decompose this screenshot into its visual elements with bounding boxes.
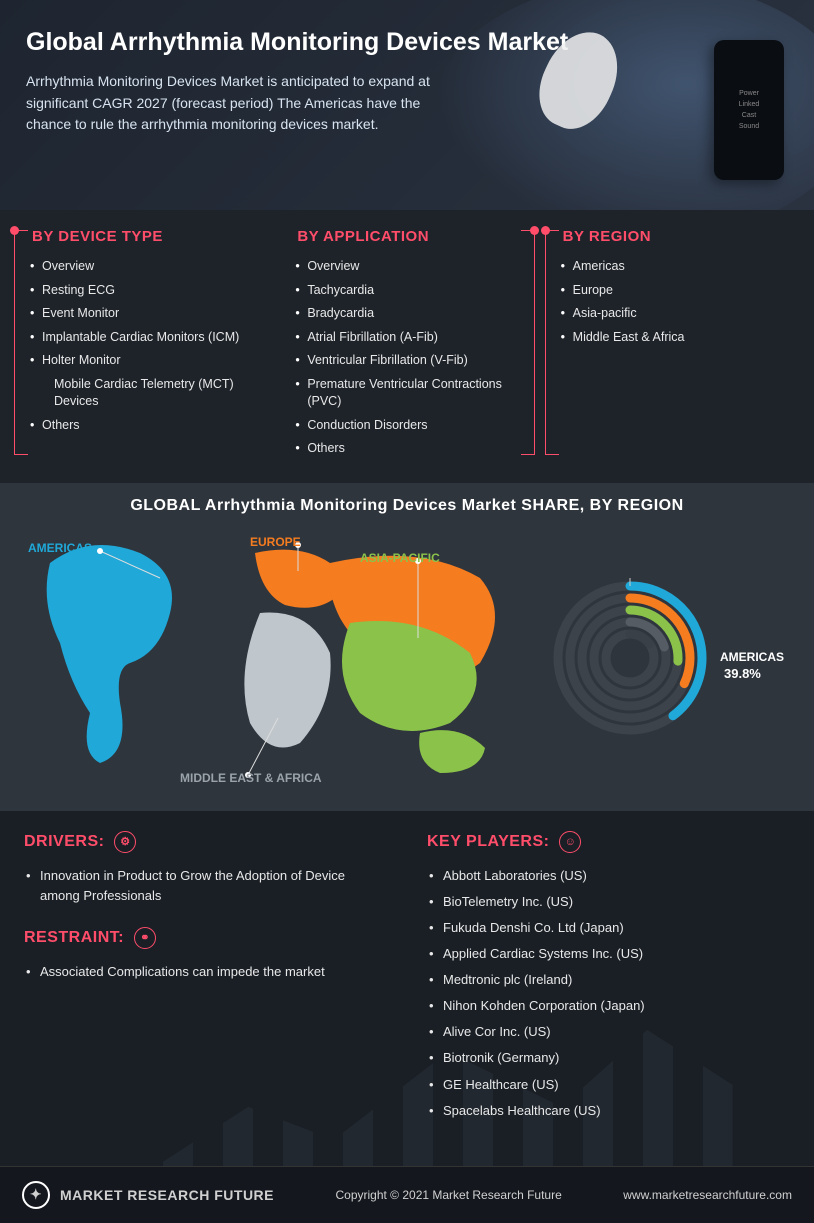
segment-list: OverviewTachycardiaBradycardiaAtrial Fib… [293, 255, 520, 461]
donut-leading-region: AMERICAS [720, 650, 784, 664]
device-label: Power [739, 90, 759, 97]
key-players-list: Abbott Laboratories (US)BioTelemetry Inc… [427, 863, 790, 1124]
drivers-title-text: DRIVERS: [24, 833, 104, 851]
person-icon: ☺ [559, 831, 581, 853]
footer-copyright: Copyright © 2021 Market Research Future [335, 1188, 561, 1202]
segment-block: BY DEVICE TYPE OverviewResting ECGEvent … [14, 228, 269, 461]
drivers-list: Innovation in Product to Grow the Adopti… [24, 863, 387, 909]
gear-icon: ⚙ [114, 831, 136, 853]
key-players-heading: KEY PLAYERS: ☺ [427, 831, 790, 853]
segment-item: Overview [28, 255, 255, 279]
world-map: AMERICAS EUROPE ASIA-PACIFIC MIDDLE EAST & … [20, 523, 520, 793]
key-players-col: KEY PLAYERS: ☺ Abbott Laboratories (US)B… [427, 831, 790, 1142]
list-item: Biotronik (Germany) [427, 1045, 790, 1071]
segment-block: BY APPLICATION OverviewTachycardiaBradyc… [279, 228, 534, 461]
page-subtitle: Arrhythmia Monitoring Devices Market is … [26, 71, 466, 136]
segment-item: Americas [559, 255, 786, 279]
list-item: Spacelabs Healthcare (US) [427, 1098, 790, 1124]
segment-item: Middle East & Africa [559, 326, 786, 350]
list-item: Applied Cardiac Systems Inc. (US) [427, 941, 790, 967]
segment-item: Overview [293, 255, 520, 279]
list-item: GE Healthcare (US) [427, 1072, 790, 1098]
segment-item: Bradycardia [293, 302, 520, 326]
drivers-restraint-col: DRIVERS: ⚙ Innovation in Product to Grow… [24, 831, 387, 1142]
restraint-title-text: RESTRAINT: [24, 929, 124, 947]
list-item: Associated Complications can impede the … [24, 959, 387, 985]
segment-item: Implantable Cardiac Monitors (ICM) [28, 326, 255, 350]
map-section: GLOBAL Arrhythmia Monitoring Devices Mar… [0, 483, 814, 811]
key-players-title-text: KEY PLAYERS: [427, 833, 549, 851]
segment-title: BY REGION [559, 228, 786, 245]
logo-icon: ✦ [22, 1181, 50, 1209]
segment-item: Resting ECG [28, 279, 255, 303]
footer-brand-text: MARKET RESEARCH FUTURE [60, 1187, 274, 1203]
page-title: Global Arrhythmia Monitoring Devices Mar… [26, 28, 788, 57]
map-title: GLOBAL Arrhythmia Monitoring Devices Mar… [20, 497, 794, 515]
region-label: EUROPE [250, 535, 301, 549]
segment-item: Premature Ventricular Contractions (PVC) [293, 373, 520, 414]
segment-list: AmericasEuropeAsia-pacificMiddle East & … [559, 255, 786, 349]
list-item: Innovation in Product to Grow the Adopti… [24, 863, 387, 909]
device-label: Cast [742, 112, 756, 119]
header: Global Arrhythmia Monitoring Devices Mar… [0, 0, 814, 210]
drivers-heading: DRIVERS: ⚙ [24, 831, 387, 853]
list-item: Fukuda Denshi Co. Ltd (Japan) [427, 915, 790, 941]
list-item: Abbott Laboratories (US) [427, 863, 790, 889]
list-item: Medtronic plc (Ireland) [427, 967, 790, 993]
donut-leading-pct: 39.8% [724, 666, 761, 681]
segment-item: Europe [559, 279, 786, 303]
segment-item: Tachycardia [293, 279, 520, 303]
segment-item: Conduction Disorders [293, 414, 520, 438]
list-item: BioTelemetry Inc. (US) [427, 889, 790, 915]
segment-title: BY APPLICATION [293, 228, 520, 245]
segment-item: Others [293, 437, 520, 461]
list-item: Alive Cor Inc. (US) [427, 1019, 790, 1045]
region-label: ASIA-PACIFIC [360, 551, 440, 565]
handheld-device-illustration: Power Linked Cast Sound [714, 40, 784, 180]
segment-title: BY DEVICE TYPE [28, 228, 255, 245]
market-share-donut: AMERICAS 39.8% [550, 578, 710, 738]
footer-url: www.marketresearchfuture.com [623, 1188, 792, 1202]
segment-block: BY REGION AmericasEuropeAsia-pacificMidd… [545, 228, 800, 461]
restraint-heading: RESTRAINT: ⚭ [24, 927, 387, 949]
bottom-section: DRIVERS: ⚙ Innovation in Product to Grow… [0, 811, 814, 1166]
list-item: Nihon Kohden Corporation (Japan) [427, 993, 790, 1019]
region-label: MIDDLE EAST & AFRICA [180, 771, 322, 785]
device-label: Linked [739, 101, 760, 108]
segment-list: OverviewResting ECGEvent MonitorImplanta… [28, 255, 255, 437]
continents-svg [20, 523, 520, 793]
footer: ✦ MARKET RESEARCH FUTURE Copyright © 202… [0, 1166, 814, 1223]
segment-item: Event Monitor [28, 302, 255, 326]
device-label: Sound [739, 123, 759, 130]
link-icon: ⚭ [134, 927, 156, 949]
segment-item: Others [28, 414, 255, 438]
segment-item: Holter Monitor [28, 349, 255, 373]
segment-item: Mobile Cardiac Telemetry (MCT) Devices [28, 373, 255, 414]
region-label: AMERICAS [28, 541, 92, 555]
footer-logo: ✦ MARKET RESEARCH FUTURE [22, 1181, 274, 1209]
segment-item: Ventricular Fibrillation (V-Fib) [293, 349, 520, 373]
segmentation-row: BY DEVICE TYPE OverviewResting ECGEvent … [0, 210, 814, 483]
restraint-list: Associated Complications can impede the … [24, 959, 387, 985]
segment-item: Asia-pacific [559, 302, 786, 326]
segment-item: Atrial Fibrillation (A-Fib) [293, 326, 520, 350]
